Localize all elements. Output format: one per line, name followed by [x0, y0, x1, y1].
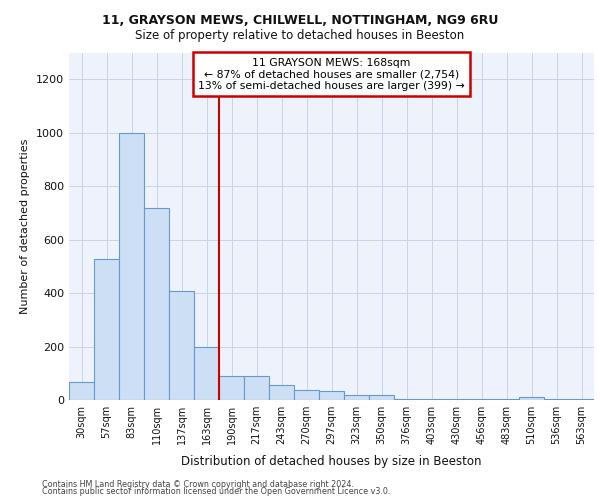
Bar	[519, 398, 544, 400]
Text: Contains public sector information licensed under the Open Government Licence v3: Contains public sector information licen…	[42, 488, 391, 496]
Bar	[69, 382, 94, 400]
Bar	[169, 291, 194, 400]
Bar	[344, 395, 369, 400]
Bar	[194, 347, 219, 400]
Y-axis label: Number of detached properties: Number of detached properties	[20, 138, 31, 314]
Bar	[244, 376, 269, 400]
Text: 11 GRAYSON MEWS: 168sqm
← 87% of detached houses are smaller (2,754)
13% of semi: 11 GRAYSON MEWS: 168sqm ← 87% of detache…	[198, 58, 465, 91]
Text: Contains HM Land Registry data © Crown copyright and database right 2024.: Contains HM Land Registry data © Crown c…	[42, 480, 354, 489]
Text: 11, GRAYSON MEWS, CHILWELL, NOTTINGHAM, NG9 6RU: 11, GRAYSON MEWS, CHILWELL, NOTTINGHAM, …	[102, 14, 498, 28]
Bar	[119, 132, 144, 400]
X-axis label: Distribution of detached houses by size in Beeston: Distribution of detached houses by size …	[181, 456, 482, 468]
Bar	[219, 376, 244, 400]
Bar	[269, 385, 294, 400]
Bar	[294, 390, 319, 400]
Bar	[369, 394, 394, 400]
Text: Size of property relative to detached houses in Beeston: Size of property relative to detached ho…	[136, 29, 464, 42]
Bar	[94, 259, 119, 400]
Bar	[319, 392, 344, 400]
Bar	[144, 208, 169, 400]
